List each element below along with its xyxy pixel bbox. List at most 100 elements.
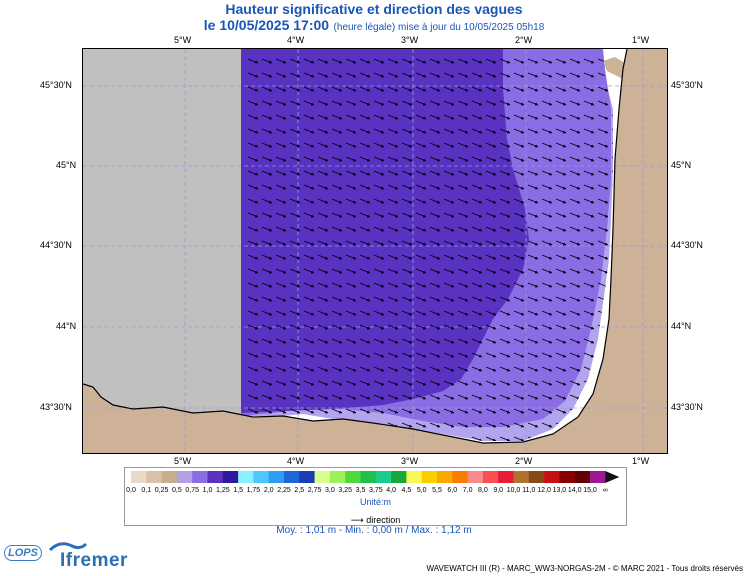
colorbar-swatch xyxy=(391,471,407,483)
wave-arrow xyxy=(317,296,329,302)
wave-arrow xyxy=(555,254,567,260)
wave-arrow xyxy=(527,198,539,204)
wave-arrow xyxy=(457,282,469,288)
wave-arrow xyxy=(289,408,301,414)
wave-arrow xyxy=(471,422,483,428)
wave-arrow xyxy=(387,114,399,120)
wave-arrow xyxy=(569,170,581,176)
colorbar-label: 1,5 xyxy=(233,487,243,494)
wave-arrow xyxy=(443,408,455,414)
wave-arrow xyxy=(401,156,413,162)
wave-arrow xyxy=(471,310,483,316)
wave-arrow xyxy=(541,142,553,148)
wave-arrow xyxy=(359,240,371,246)
wave-arrow xyxy=(247,184,259,190)
wave-arrow xyxy=(317,100,329,106)
wave-arrow xyxy=(569,198,581,204)
wave-arrow xyxy=(359,296,371,302)
colorbar-label: 6,0 xyxy=(447,487,458,494)
wave-arrow xyxy=(443,142,455,148)
wave-arrow xyxy=(485,366,497,372)
wave-arrow xyxy=(485,268,497,274)
wave-arrow xyxy=(457,366,469,372)
wave-arrow xyxy=(261,170,273,176)
wave-arrow xyxy=(317,254,329,260)
wave-arrow xyxy=(485,394,497,400)
legend-unit: Unité:m xyxy=(359,497,391,507)
wave-arrow xyxy=(569,380,581,386)
wave-arrow xyxy=(317,72,329,78)
map-subtitle: le 10/05/2025 17:00 (heure légale) mise … xyxy=(0,17,748,35)
wave-arrow xyxy=(289,240,301,246)
wave-arrow xyxy=(373,156,385,162)
wave-arrow xyxy=(401,366,413,372)
wave-arrow xyxy=(429,310,441,316)
lat-tick-right: 43°30'N xyxy=(671,402,703,412)
wave-arrow xyxy=(345,268,357,274)
wave-arrow xyxy=(527,394,539,400)
wave-arrow xyxy=(401,352,413,358)
wave-arrow xyxy=(527,212,539,218)
wave-arrow xyxy=(513,226,525,232)
wave-arrow xyxy=(317,212,329,218)
wave-arrow xyxy=(359,128,371,134)
wave-arrow xyxy=(359,72,371,78)
colorbar-label: 0,0 xyxy=(126,487,136,494)
wave-height-map[interactable] xyxy=(82,48,668,454)
wave-arrow xyxy=(555,100,567,106)
wave-arrow xyxy=(401,142,413,148)
wave-arrow xyxy=(527,170,539,176)
wave-arrow xyxy=(387,226,399,232)
wave-arrow xyxy=(555,324,567,330)
wave-arrow xyxy=(499,156,511,162)
wave-arrow xyxy=(303,282,315,288)
wave-arrow xyxy=(583,72,595,78)
wave-arrow xyxy=(471,128,483,134)
wave-arrow xyxy=(527,86,539,92)
wave-arrow xyxy=(597,212,609,218)
wave-arrow xyxy=(527,226,539,232)
wave-arrow xyxy=(457,198,469,204)
wave-arrow xyxy=(527,422,539,428)
wave-arrow xyxy=(331,394,343,400)
wave-arrow xyxy=(541,352,553,358)
wave-arrow xyxy=(387,58,399,64)
wave-arrow xyxy=(569,408,581,414)
wave-arrow xyxy=(331,72,343,78)
wave-arrow xyxy=(401,86,413,92)
wave-arrow xyxy=(345,366,357,372)
wave-arrow xyxy=(429,352,441,358)
wave-arrow xyxy=(443,184,455,190)
wave-arrow xyxy=(429,170,441,176)
wave-arrow xyxy=(415,380,427,386)
wave-arrow xyxy=(401,310,413,316)
wave-arrow xyxy=(569,268,581,274)
wave-arrow xyxy=(331,324,343,330)
wave-arrow xyxy=(261,226,273,232)
wave-arrow xyxy=(597,100,609,106)
wave-arrow xyxy=(415,338,427,344)
wave-arrow xyxy=(443,72,455,78)
wave-arrow xyxy=(247,226,259,232)
wave-arrow xyxy=(499,72,511,78)
wave-arrow xyxy=(569,296,581,302)
colorbar-swatch xyxy=(498,471,514,483)
colorbar-label: 2,5 xyxy=(294,487,305,494)
colorbar-swatch xyxy=(207,471,224,483)
wave-arrow xyxy=(289,338,301,344)
wave-arrow xyxy=(513,282,525,288)
wave-arrow xyxy=(541,240,553,246)
color-legend: 0,0 0,1 0,25 0,5 0,75 1,0 1,25 1,5 1,75 2,0 2,25 2,… xyxy=(124,467,627,526)
wave-arrow xyxy=(429,86,441,92)
wave-arrow xyxy=(289,128,301,134)
wave-arrow xyxy=(261,86,273,92)
wave-arrow xyxy=(387,408,399,414)
wave-arrow xyxy=(583,310,595,316)
wave-arrow xyxy=(373,380,385,386)
wave-arrow xyxy=(499,114,511,120)
wave-arrow xyxy=(415,86,427,92)
wave-arrow xyxy=(345,170,357,176)
wave-arrow xyxy=(555,212,567,218)
wave-arrow xyxy=(331,352,343,358)
wave-arrow xyxy=(485,142,497,148)
